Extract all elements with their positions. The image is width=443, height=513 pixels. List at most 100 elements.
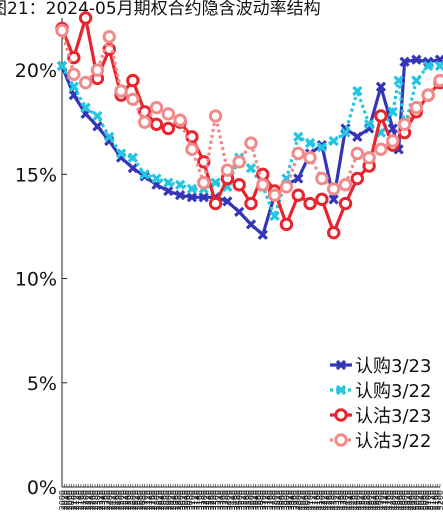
x-tick-label: 4420: [344, 490, 353, 510]
data-point: [232, 155, 246, 169]
data-point: [55, 23, 69, 38]
data-point: [411, 54, 422, 65]
data-point: [245, 219, 257, 230]
data-point: [350, 146, 365, 161]
x-tick-label: 2280: [91, 490, 100, 510]
x-tick-label: 3680: [256, 490, 265, 510]
data-point: [352, 131, 363, 142]
data-point: [104, 131, 115, 142]
x-tick-label: 4120: [308, 490, 317, 510]
x-tick-label: 3980: [292, 490, 301, 510]
x-tick-label: 2240: [86, 490, 95, 510]
x-tick-label: 3420: [226, 490, 235, 510]
x-tick-label: 3820: [273, 490, 282, 510]
series-1: [56, 54, 443, 240]
x-tick-label: 2620: [131, 490, 140, 510]
data-point: [186, 183, 198, 195]
x-tick-label: 4480: [351, 490, 360, 510]
x-tick-label: 5140: [429, 490, 438, 510]
x-tick-label: 4680: [375, 490, 384, 510]
data-point: [137, 115, 152, 129]
x-tick-label: 3740: [264, 490, 273, 510]
data-point: [92, 121, 103, 132]
x-tick-label: 2920: [167, 490, 176, 510]
x-tick-label: 3220: [202, 490, 211, 510]
x-tick-label: 2420: [108, 490, 117, 510]
y-tick-label: 0%: [27, 477, 57, 499]
data-point: [293, 131, 304, 142]
x-tick-label: 4240: [323, 490, 332, 510]
x-tick-label: 4100: [306, 490, 315, 510]
x-tick-label: 3340: [216, 490, 225, 510]
legend-swatch-marker: [334, 433, 348, 447]
x-tick-label: 4440: [346, 490, 355, 510]
legend-swatch-marker: [334, 408, 348, 422]
x-tick-label: 5180: [434, 490, 443, 510]
x-tick-label: 2740: [145, 490, 154, 510]
x-tick-label: 4600: [365, 490, 374, 510]
x-tick-label: 3920: [285, 490, 294, 510]
data-point: [387, 106, 398, 117]
x-tick-label: 3360: [219, 490, 228, 510]
x-tick-label: 2160: [77, 490, 86, 510]
data-point: [78, 11, 93, 25]
data-point: [163, 177, 174, 188]
data-point: [245, 162, 257, 174]
x-tick-label: 2380: [103, 490, 112, 510]
x-tick-label: 2980: [174, 490, 183, 510]
y-tick-label: 5%: [27, 373, 57, 395]
x-tick-label: 2680: [138, 490, 147, 510]
x-tick-label: 2140: [75, 490, 84, 510]
x-tick-label: 3500: [235, 490, 244, 510]
x-tick-label: 3780: [268, 490, 277, 510]
data-point: [304, 137, 316, 149]
x-tick-label: 4180: [316, 490, 325, 510]
x-tick-label: 3520: [238, 490, 247, 510]
legend-swatch-marker: [335, 384, 347, 396]
x-tick-label: 2020: [60, 490, 69, 510]
data-point: [421, 88, 435, 102]
x-tick-label: 4640: [370, 490, 379, 510]
data-point: [326, 225, 341, 240]
x-tick-label: 2100: [70, 490, 79, 510]
x-tick-label: 5160: [431, 490, 440, 510]
data-point: [197, 175, 211, 190]
x-tick-label: 2860: [160, 490, 169, 510]
x-tick-label: 5040: [417, 490, 426, 510]
x-tick-label: 4960: [408, 490, 417, 510]
x-tick-label: 4920: [403, 490, 412, 510]
data-point: [115, 148, 127, 159]
x-tick-label: 3480: [233, 490, 242, 510]
x-tick-label: 5000: [412, 490, 421, 510]
data-point: [393, 75, 404, 86]
x-tick-label: 4800: [389, 490, 398, 510]
data-point: [161, 121, 176, 136]
data-point: [411, 75, 422, 86]
x-tick-label: 4500: [353, 490, 362, 510]
x-tick-label: 3860: [278, 490, 287, 510]
x-tick-label: 2000: [58, 490, 67, 510]
data-point: [328, 135, 339, 147]
x-tick-label: 4340: [334, 490, 343, 510]
data-point: [56, 60, 68, 72]
x-tick-label: 2640: [134, 490, 143, 510]
x-tick-label: 3080: [186, 490, 195, 510]
x-tick-label: 2700: [141, 490, 150, 510]
data-point: [174, 179, 186, 190]
x-tick-label: 3800: [271, 490, 280, 510]
data-point: [279, 217, 294, 232]
x-tick-label: 2580: [127, 490, 136, 510]
data-point: [208, 109, 223, 123]
data-point: [303, 150, 317, 165]
data-point: [303, 196, 317, 211]
x-tick-label: 2900: [164, 490, 173, 510]
x-tick-label: 2300: [93, 490, 102, 510]
x-tick-label: 3700: [259, 490, 268, 510]
x-tick-label: 3620: [249, 490, 258, 510]
x-tick-label: 2840: [157, 490, 166, 510]
data-point: [234, 206, 245, 217]
data-point: [374, 142, 388, 157]
legend-item: 认沽3/23: [330, 406, 431, 427]
x-tick-label: 4400: [342, 490, 351, 510]
data-point: [279, 180, 294, 194]
